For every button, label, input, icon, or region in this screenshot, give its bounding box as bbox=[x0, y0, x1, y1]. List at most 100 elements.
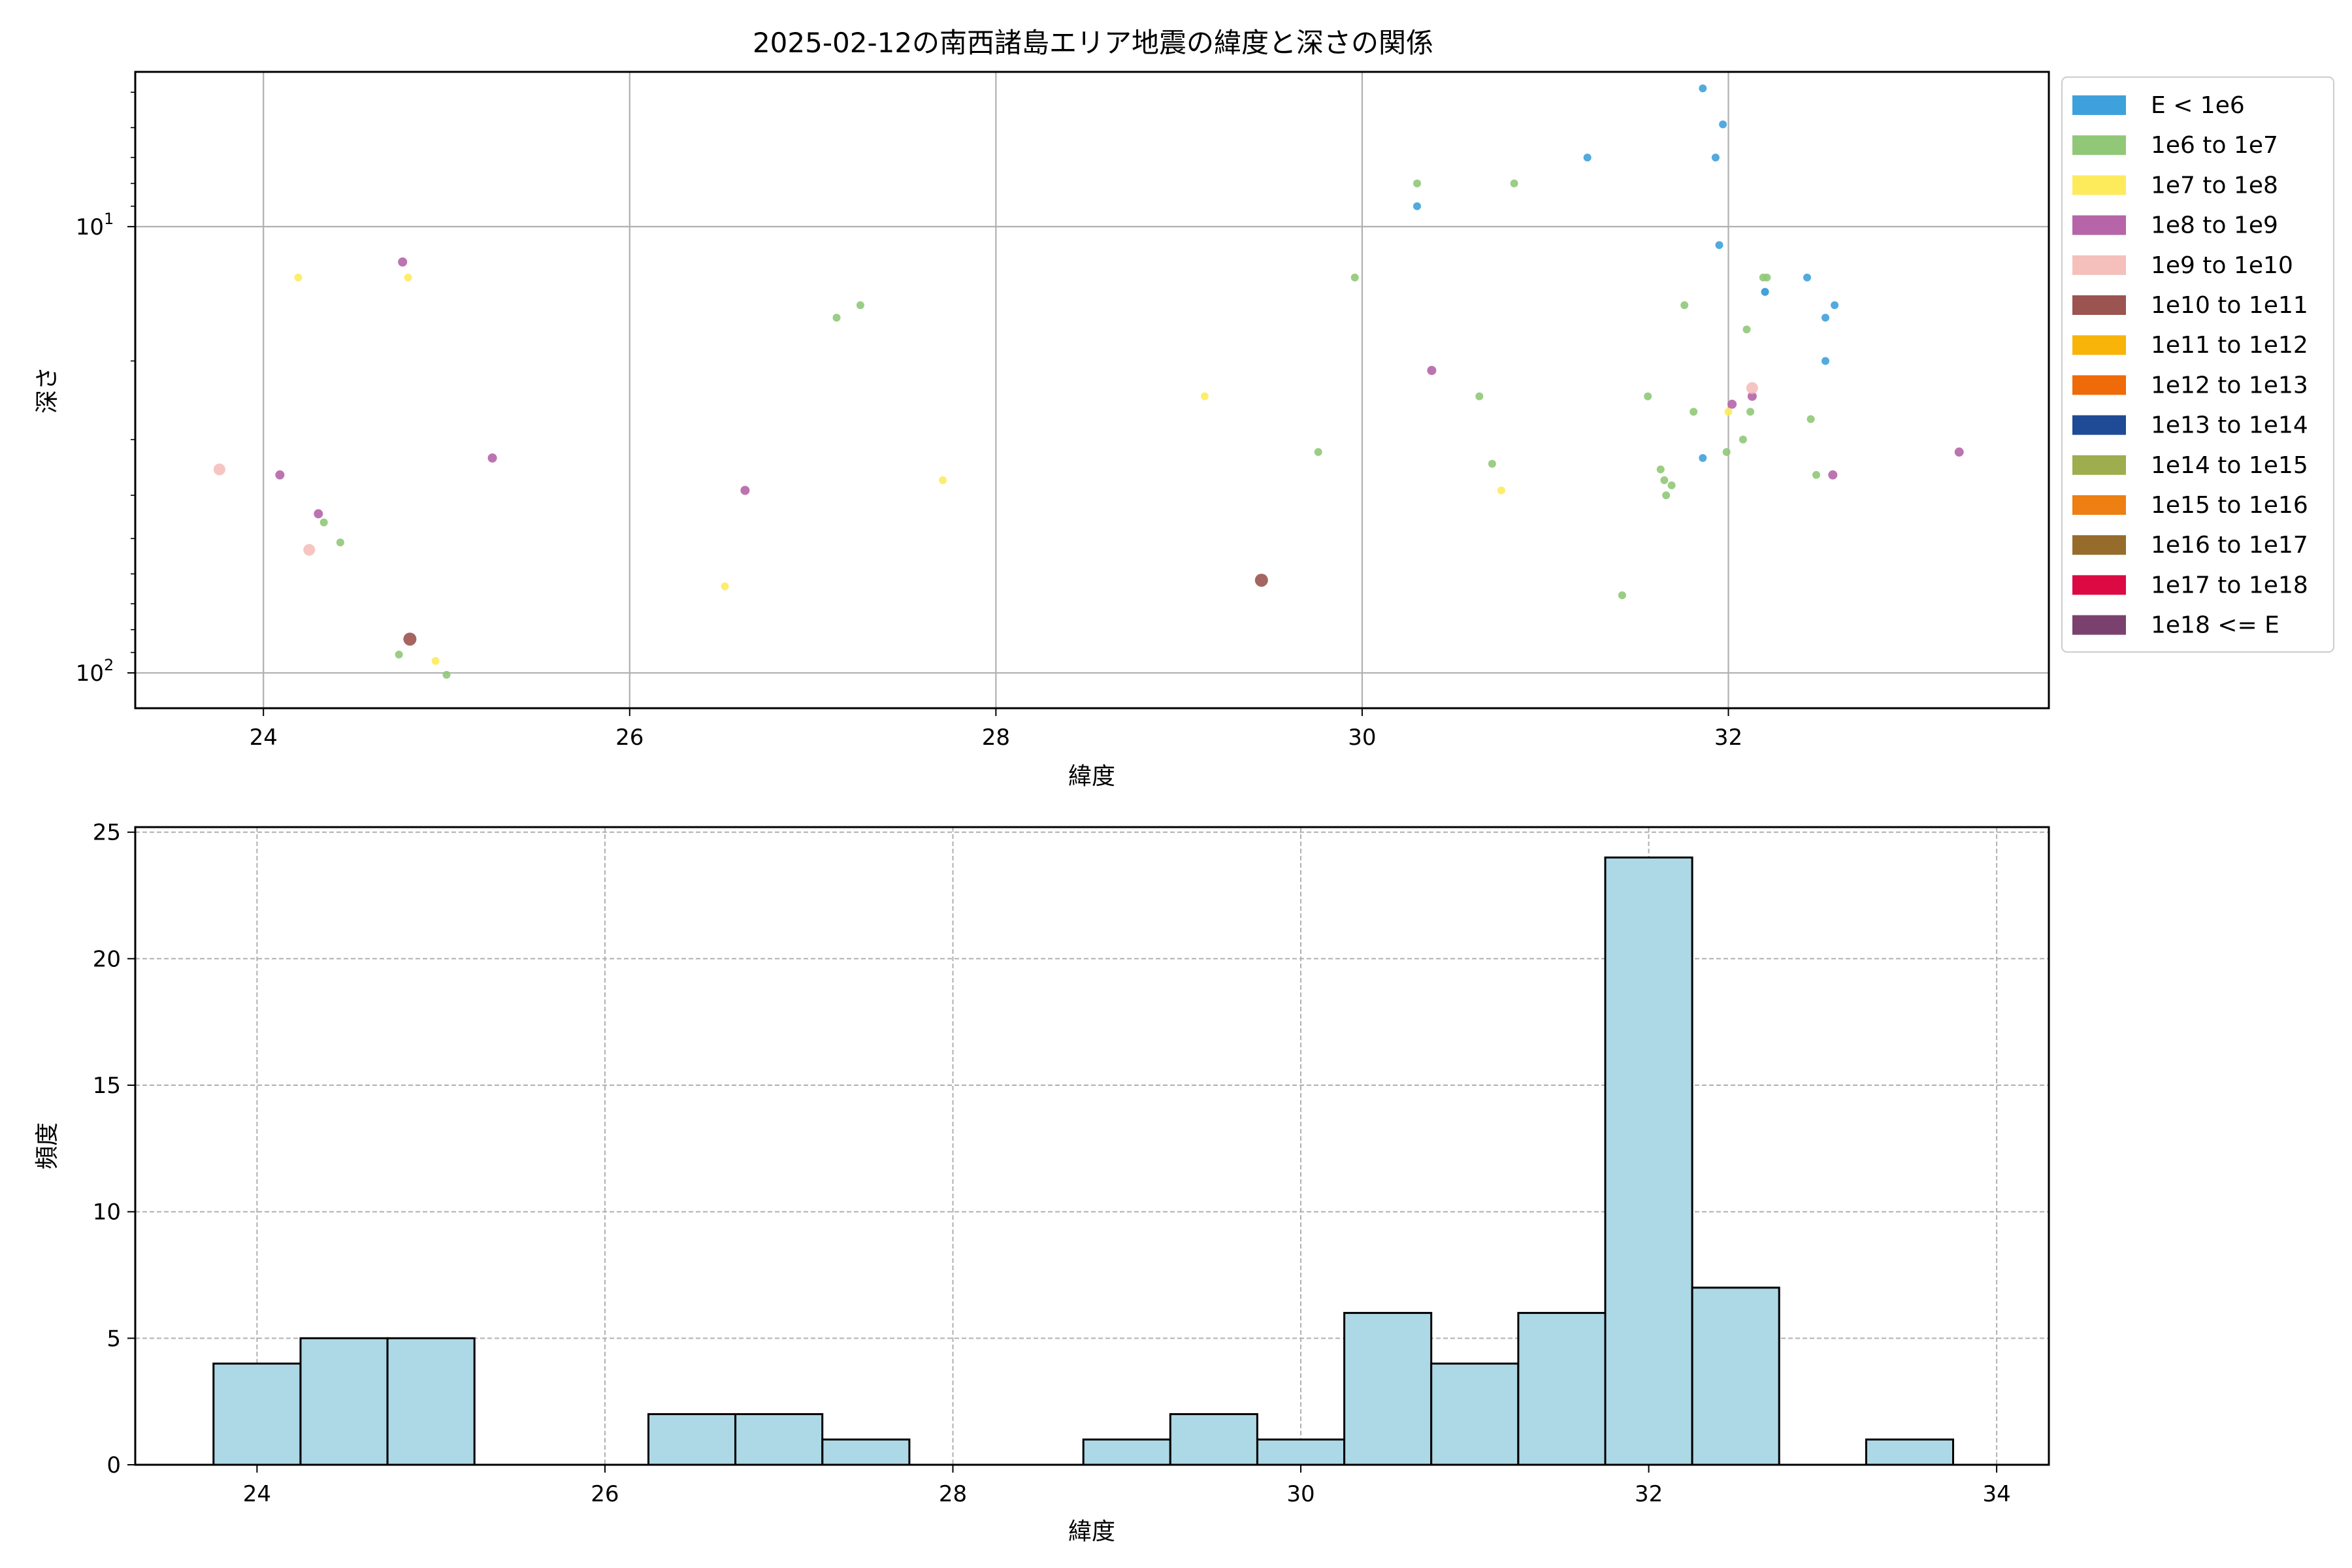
scatter-point bbox=[1831, 301, 1839, 310]
scatter-point bbox=[1806, 415, 1815, 423]
scatter-point bbox=[303, 544, 316, 556]
histogram-bar bbox=[1691, 1286, 1780, 1466]
histogram-ticks: 24 26 28 30 32 34 0 5 10 15 20 25 bbox=[93, 820, 2011, 1507]
scatter-x-axis-label: 緯度 bbox=[1068, 763, 1115, 790]
histogram-y-tick-label: 0 bbox=[106, 1452, 121, 1478]
scatter-point bbox=[1488, 459, 1496, 468]
scatter-point bbox=[1746, 382, 1758, 394]
histogram-x-tick-label: 30 bbox=[1286, 1481, 1315, 1507]
histogram-bar bbox=[1343, 1312, 1433, 1466]
legend-entry-label: 1e18 <= E bbox=[2151, 612, 2279, 639]
scatter-y-tick-base: 10 bbox=[76, 661, 104, 687]
legend-entry-label: 1e11 to 1e12 bbox=[2151, 332, 2308, 359]
scatter-point bbox=[1699, 84, 1707, 93]
legend-swatch bbox=[2072, 375, 2126, 395]
scatter-point bbox=[294, 273, 302, 282]
histogram-x-tick-label: 26 bbox=[591, 1481, 619, 1507]
legend-swatch bbox=[2072, 455, 2126, 475]
scatter-point bbox=[431, 657, 440, 665]
scatter-point bbox=[1763, 273, 1771, 282]
scatter-x-tick-label: 32 bbox=[1714, 725, 1742, 751]
scatter-point bbox=[487, 453, 497, 463]
scatter-point bbox=[1719, 120, 1727, 129]
legend-entry-label: E < 1e6 bbox=[2151, 92, 2245, 119]
legend-entry-label: 1e17 to 1e18 bbox=[2151, 572, 2308, 598]
histogram-bar bbox=[1604, 857, 1693, 1466]
scatter-point bbox=[856, 301, 864, 310]
scatter-point bbox=[1660, 476, 1669, 484]
histogram-bar bbox=[386, 1337, 476, 1466]
histogram-panel: 24 26 28 30 32 34 0 5 10 15 20 25 緯度 頻度 bbox=[34, 820, 2050, 1545]
scatter-point bbox=[1812, 470, 1820, 479]
histogram-y-tick-label: 15 bbox=[93, 1073, 121, 1099]
histogram-bar bbox=[1082, 1438, 1171, 1466]
scatter-y-tick-base: 10 bbox=[76, 214, 104, 240]
scatter-point bbox=[1200, 392, 1209, 400]
scatter-point bbox=[1644, 392, 1652, 400]
scatter-point bbox=[1711, 154, 1720, 162]
histogram-axes-frame bbox=[134, 826, 2050, 1466]
scatter-y-tick-exponent: 1 bbox=[104, 210, 114, 228]
legend-entry-label: 1e13 to 1e14 bbox=[2151, 412, 2308, 439]
legend-swatch bbox=[2072, 215, 2126, 235]
scatter-point bbox=[213, 463, 225, 476]
scatter-point bbox=[1667, 481, 1676, 489]
histogram-x-tick-label: 24 bbox=[243, 1481, 271, 1507]
legend-entry-label: 1e7 to 1e8 bbox=[2151, 172, 2278, 199]
scatter-point bbox=[1746, 408, 1755, 416]
scatter-point bbox=[442, 670, 451, 679]
scatter-point bbox=[1821, 357, 1829, 365]
legend-box bbox=[2061, 76, 2334, 653]
scatter-point bbox=[1722, 448, 1731, 456]
legend-swatch bbox=[2072, 295, 2126, 315]
legend-entry-label: 1e14 to 1e15 bbox=[2151, 452, 2308, 479]
scatter-point bbox=[721, 582, 729, 591]
scatter-grid bbox=[135, 72, 2049, 708]
scatter-point bbox=[314, 509, 323, 519]
scatter-point bbox=[1715, 241, 1723, 250]
scatter-point bbox=[1699, 454, 1707, 462]
histogram-bar bbox=[1517, 1312, 1607, 1466]
histogram-y-tick-label: 25 bbox=[93, 820, 121, 846]
scatter-point bbox=[1656, 465, 1665, 474]
legend: E < 1e6 1e6 to 1e7 1e7 to 1e8 1e8 to 1e9 1e9… bbox=[2061, 76, 2334, 653]
scatter-point bbox=[1662, 491, 1671, 500]
scatter-point bbox=[1954, 447, 1964, 457]
legend-swatch bbox=[2072, 575, 2126, 595]
scatter-point bbox=[1739, 435, 1747, 444]
scatter-point bbox=[832, 314, 841, 322]
legend-entry-label: 1e12 to 1e13 bbox=[2151, 372, 2308, 399]
scatter-x-tick-label: 24 bbox=[250, 725, 278, 751]
histogram-bar bbox=[1169, 1413, 1258, 1466]
scatter-y-axis-label: 深さ bbox=[34, 367, 61, 414]
scatter-point bbox=[398, 257, 408, 267]
scatter-point bbox=[1724, 408, 1733, 416]
scatter-point bbox=[336, 538, 344, 547]
scatter-point bbox=[403, 632, 417, 646]
scatter-point bbox=[1821, 314, 1829, 322]
scatter-point bbox=[1618, 591, 1626, 600]
scatter-point bbox=[1427, 366, 1437, 375]
scatter-point bbox=[1828, 470, 1838, 480]
legend-entry-label: 1e9 to 1e10 bbox=[2151, 252, 2293, 279]
scatter-x-tick-label: 28 bbox=[982, 725, 1010, 751]
scatter-point bbox=[1314, 448, 1322, 456]
scatter-point bbox=[1350, 273, 1359, 282]
histogram-x-tick-label: 34 bbox=[1982, 1481, 2010, 1507]
histogram-y-tick-label: 5 bbox=[106, 1326, 121, 1352]
legend-entry-label: 1e10 to 1e11 bbox=[2151, 292, 2308, 319]
histogram-y-tick-label: 10 bbox=[93, 1200, 121, 1226]
legend-swatch bbox=[2072, 495, 2126, 515]
legend-swatch bbox=[2072, 535, 2126, 555]
legend-swatch bbox=[2072, 135, 2126, 155]
histogram-x-tick-label: 32 bbox=[1635, 1481, 1663, 1507]
scatter-point bbox=[1583, 154, 1592, 162]
histogram-bar bbox=[1430, 1362, 1520, 1466]
histogram-bar bbox=[212, 1362, 302, 1466]
scatter-x-tick-label: 26 bbox=[615, 725, 644, 751]
histogram-bars bbox=[212, 857, 1954, 1466]
scatter-point bbox=[1727, 399, 1737, 409]
scatter-point bbox=[1413, 179, 1421, 188]
scatter-axes-frame bbox=[134, 71, 2050, 710]
